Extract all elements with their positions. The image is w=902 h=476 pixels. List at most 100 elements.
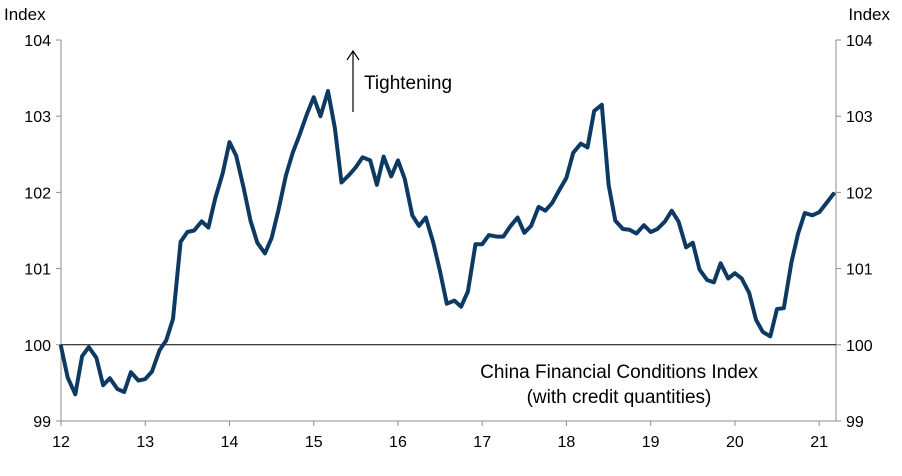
data-point [649, 230, 653, 234]
data-point [571, 151, 575, 155]
data-point [417, 224, 421, 228]
data-point [775, 307, 779, 311]
x-tick-label: 14 [221, 434, 239, 451]
data-point [487, 233, 491, 237]
data-point [634, 231, 639, 236]
x-tick-label: 15 [305, 434, 323, 451]
data-point [403, 177, 407, 181]
data-point [179, 240, 183, 244]
data-point [164, 338, 168, 342]
data-point [740, 276, 744, 281]
data-point [543, 209, 548, 213]
data-point [466, 289, 470, 294]
data-point [136, 379, 141, 383]
right-y-ticks: 99 100 101 102 103 104 [836, 33, 873, 431]
data-point [459, 305, 463, 309]
data-point [564, 176, 569, 180]
data-point [691, 241, 695, 245]
data-point [831, 192, 836, 196]
data-point [276, 209, 280, 213]
data-point [312, 95, 316, 99]
data-point [697, 267, 702, 271]
data-point [768, 334, 772, 338]
data-point [192, 228, 196, 233]
data-point [410, 213, 414, 217]
data-point [516, 215, 520, 220]
data-point [284, 174, 288, 178]
data-point [663, 219, 667, 223]
x-tick-label: 20 [726, 434, 744, 451]
data-point [389, 174, 393, 178]
data-point [473, 242, 478, 246]
data-point [347, 173, 351, 177]
data-point [297, 133, 301, 137]
tightening-label: Tightening [364, 73, 452, 94]
data-point [108, 376, 112, 380]
data-point [185, 230, 189, 234]
x-tick-label: 19 [642, 434, 660, 451]
right-y-tick-label: 101 [846, 262, 873, 279]
data-point [339, 180, 344, 185]
right-y-tick-label: 104 [846, 33, 873, 50]
data-point [150, 369, 154, 374]
data-point [361, 155, 365, 159]
data-point [200, 219, 204, 223]
fci-series-points [59, 89, 836, 396]
data-point [585, 145, 590, 149]
left-y-tick-label: 102 [24, 185, 51, 202]
data-point [206, 225, 210, 230]
data-point [305, 112, 309, 116]
data-point [782, 306, 786, 310]
data-point [824, 202, 828, 206]
data-point [171, 317, 175, 321]
data-point [101, 383, 105, 387]
data-point [705, 278, 709, 282]
data-point [438, 270, 442, 274]
data-point [607, 183, 611, 187]
data-point [810, 213, 815, 217]
data-point [522, 231, 526, 235]
data-point [642, 223, 646, 227]
data-point [326, 89, 330, 93]
data-point [368, 158, 372, 162]
data-point [761, 330, 765, 334]
data-point [655, 227, 660, 231]
data-point [712, 280, 716, 284]
data-point [73, 392, 77, 396]
data-point [452, 299, 456, 303]
data-point [754, 318, 758, 322]
data-point [221, 171, 225, 175]
data-point [579, 142, 583, 146]
left-y-tick-label: 99 [33, 414, 51, 431]
data-point [248, 219, 253, 223]
data-point [480, 242, 484, 246]
data-point [550, 201, 554, 205]
chart-subtitle: (with credit quantities) [527, 387, 712, 408]
x-tick-label: 13 [136, 434, 154, 451]
right-y-tick-label: 102 [846, 185, 873, 202]
data-point [529, 224, 533, 228]
data-point [676, 219, 681, 223]
data-point [789, 260, 794, 265]
data-point [621, 227, 625, 231]
data-point [494, 235, 499, 239]
plot-area [60, 40, 837, 422]
data-point [87, 345, 91, 349]
data-point [803, 211, 807, 215]
data-point [270, 236, 274, 240]
fci-series-line [59, 89, 836, 397]
data-point [445, 302, 449, 306]
data-point [94, 356, 98, 360]
data-point [537, 205, 541, 209]
data-point [59, 344, 63, 348]
right-y-tick-label: 99 [846, 414, 864, 431]
data-point [227, 140, 232, 144]
data-point [263, 251, 267, 255]
data-point [600, 103, 604, 107]
data-point [501, 235, 505, 239]
right-axis-unit-label: Index [848, 5, 890, 24]
data-point [291, 151, 295, 155]
data-point [684, 245, 688, 249]
tightening-arrow-head [346, 49, 360, 61]
